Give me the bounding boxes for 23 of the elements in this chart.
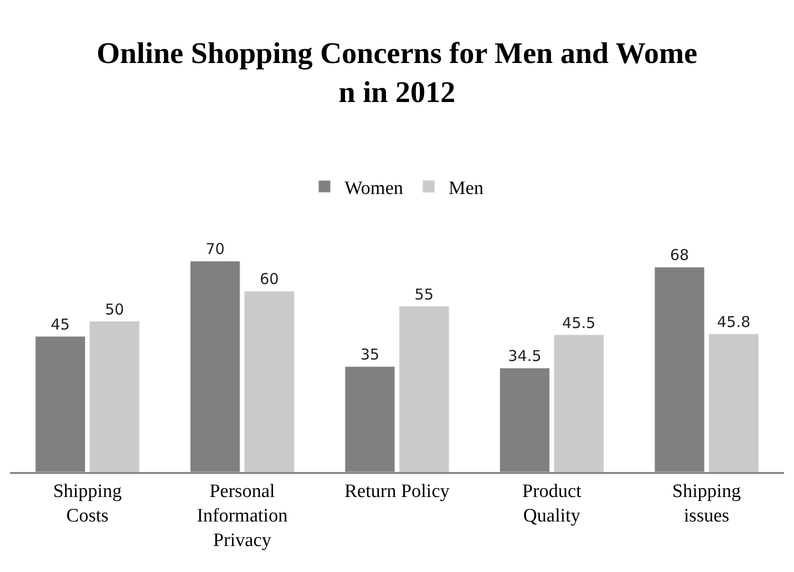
bar: [554, 334, 604, 472]
data-label: 34.5: [508, 347, 542, 366]
legend-label: Women: [344, 178, 404, 199]
x-tick-label: Personal Information Privacy: [196, 480, 288, 552]
x-tick-label: Product Quality: [522, 480, 582, 526]
data-label: 55: [414, 285, 434, 304]
x-tick-label: Shipping Costs: [53, 480, 122, 526]
x-tick-label: Return Policy: [344, 480, 450, 502]
bar: [398, 306, 450, 472]
data-label: 68: [670, 246, 690, 264]
bar: [89, 321, 140, 472]
bar: [244, 290, 294, 472]
data-label: 45: [50, 315, 70, 334]
bar: [708, 334, 759, 472]
x-tick-label: Shipping issues: [672, 480, 742, 526]
data-label: 45.8: [716, 313, 750, 332]
chart-title: Online Shopping Concerns for Men and Wome n in 2012: [96, 36, 698, 109]
data-label: 45.5: [562, 314, 596, 332]
data-label: 60: [260, 270, 279, 288]
legend-label: Men: [448, 178, 484, 199]
data-label: 50: [104, 300, 124, 318]
data-label: 70: [206, 240, 225, 258]
data-label: 35: [360, 346, 380, 364]
